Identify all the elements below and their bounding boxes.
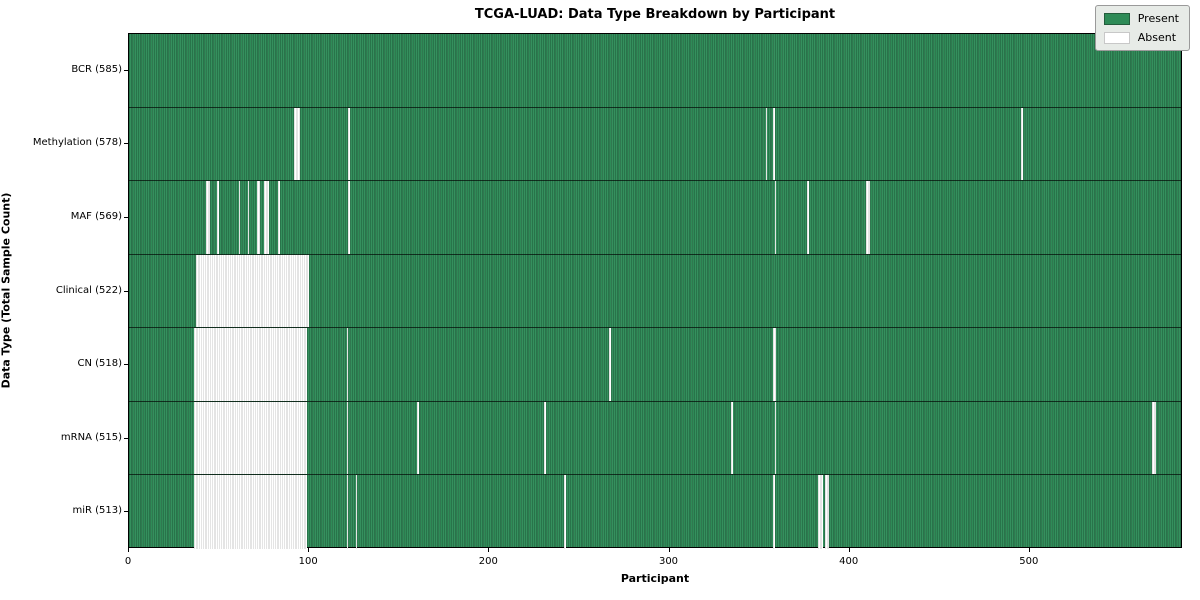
x-tick-mark [308, 548, 310, 552]
absent-stripe [772, 107, 775, 181]
y-tick-mark [124, 437, 128, 439]
legend-label-absent: Absent [1137, 31, 1177, 44]
absent-stripe [866, 181, 870, 254]
legend-entry-present: Present [1103, 12, 1179, 25]
absent-stripe [348, 181, 351, 254]
x-tick-mark [668, 548, 670, 552]
legend: Present Absent [1094, 5, 1190, 51]
absent-stripe [346, 328, 349, 401]
absent-stripe [806, 181, 809, 254]
y-tick-label: MAF (569) [70, 210, 122, 222]
x-tick-label: 300 [658, 556, 679, 567]
x-tick-label: 100 [298, 556, 318, 567]
legend-entry-absent: Absent [1103, 31, 1179, 44]
absent-stripe [355, 475, 358, 549]
absent-stripe [195, 254, 310, 328]
y-tick-label: CN (518) [77, 358, 122, 370]
y-tick-label: miR (513) [72, 505, 122, 517]
absent-stripe [774, 181, 777, 254]
absent-stripe [206, 181, 210, 254]
x-tick-label: 0 [124, 556, 132, 567]
absent-stripe [564, 475, 566, 549]
absent-stripe [238, 181, 241, 254]
absent-stripe [193, 401, 308, 475]
y-tick-mark [124, 290, 128, 292]
absent-stripe [544, 401, 547, 475]
absent-stripe [772, 475, 775, 549]
data-row-mrna [129, 401, 1181, 476]
x-tick-label: 200 [478, 556, 498, 567]
absent-stripe [247, 181, 250, 254]
x-tick-mark [1028, 548, 1030, 552]
absent-stripe [731, 401, 734, 475]
absent-stripe [774, 401, 777, 475]
absent-stripe [348, 107, 351, 181]
present-swatch-icon [1103, 12, 1130, 25]
plot-area [128, 33, 1182, 549]
absent-stripe [1152, 401, 1156, 475]
absent-stripe [824, 475, 829, 549]
absent-stripe [1020, 107, 1023, 181]
y-tick-label: BCR (585) [71, 63, 122, 75]
absent-stripe [294, 107, 300, 181]
y-tick-label: Clinical (522) [55, 284, 122, 296]
data-row-cn [129, 328, 1181, 402]
absent-swatch-icon [1103, 31, 1130, 44]
data-row-bcr [129, 34, 1181, 108]
absent-stripe [772, 328, 777, 401]
absent-stripe [193, 328, 308, 401]
chart-title: TCGA-LUAD: Data Type Breakdown by Partic… [474, 7, 836, 22]
y-tick-mark [124, 364, 128, 366]
x-tick-label: 500 [1019, 556, 1039, 567]
absent-stripe [609, 328, 611, 401]
data-row-methylation [129, 107, 1181, 182]
y-tick-mark [124, 69, 128, 71]
absent-stripe [217, 181, 219, 254]
absent-stripe [263, 181, 270, 254]
legend-label-present: Present [1137, 12, 1179, 25]
y-tick-label: Methylation (578) [32, 137, 122, 149]
data-row-maf [129, 181, 1181, 255]
absent-stripe [346, 401, 349, 475]
x-tick-mark [848, 548, 850, 552]
data-row-mir [129, 475, 1181, 549]
absent-stripe [416, 401, 419, 475]
y-tick-label: mRNA (515) [60, 431, 122, 443]
data-row-clinical [129, 254, 1181, 329]
absent-stripe [817, 475, 824, 549]
absent-stripe [278, 181, 281, 254]
x-tick-label: 400 [839, 556, 859, 567]
absent-stripe [193, 475, 308, 549]
x-tick-mark [128, 548, 129, 552]
absent-stripe [765, 107, 768, 181]
y-tick-mark [124, 143, 128, 145]
absent-stripe [346, 475, 349, 549]
absent-stripe [256, 181, 261, 254]
y-tick-mark [124, 511, 128, 513]
x-axis-label: Participant [620, 572, 690, 585]
y-tick-mark [124, 216, 128, 218]
x-tick-mark [488, 548, 490, 552]
